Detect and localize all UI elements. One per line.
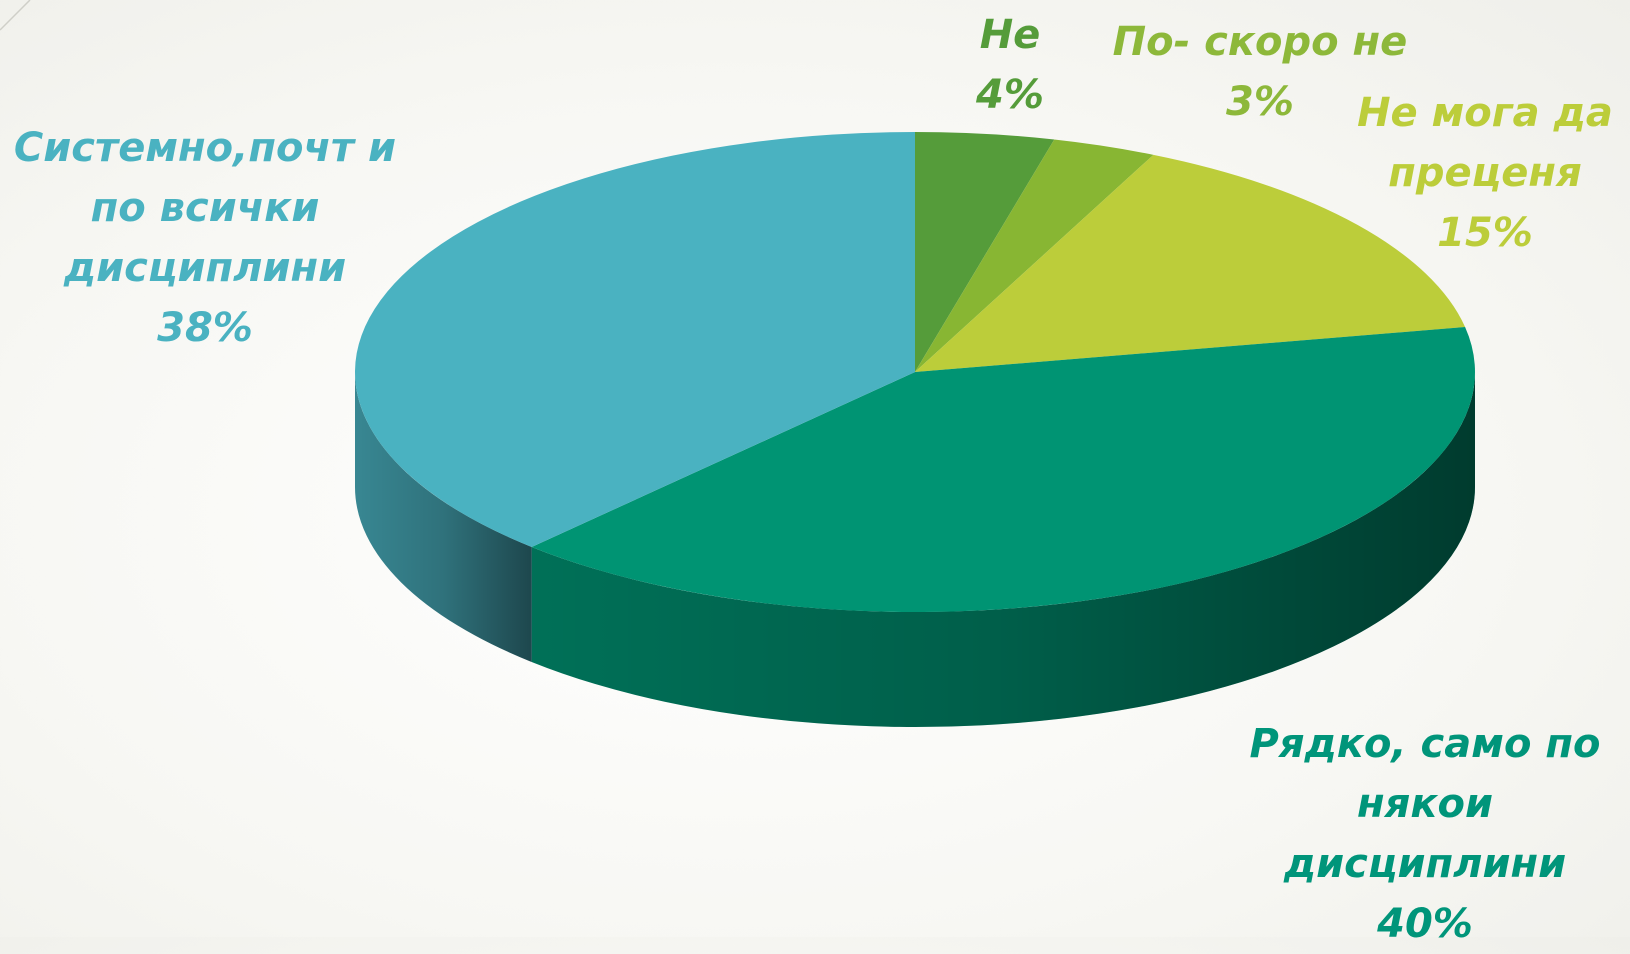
value-label: 38%	[157, 305, 253, 351]
slice-label: Не мога да преценя 15%	[1335, 83, 1630, 263]
category-label: Не мога да преценя	[1357, 90, 1613, 196]
slice	[915, 132, 1055, 372]
value-label: 3%	[1226, 79, 1294, 125]
slice-side-shade	[531, 372, 1475, 727]
slice	[915, 154, 1466, 372]
slice	[355, 132, 915, 547]
slice-label: Рядко, само по някои дисциплини 40%	[1225, 714, 1625, 954]
category-label: Не	[979, 12, 1041, 58]
slice-label: Системно,почт и по всички дисциплини 38%	[10, 118, 400, 358]
slice	[915, 139, 1154, 372]
category-label: По- скоро не	[1112, 19, 1408, 65]
slice-side-shade	[355, 372, 532, 662]
corner-line	[0, 0, 31, 31]
value-label: 15%	[1437, 210, 1533, 256]
category-label: Рядко, само по някои дисциплини	[1249, 721, 1601, 887]
value-label: 4%	[976, 72, 1044, 118]
slice-label: По- скоро не 3%	[1080, 12, 1440, 132]
category-label: Системно,почт и по всички дисциплини	[13, 125, 397, 291]
slice	[531, 327, 1475, 612]
value-label: 40%	[1377, 901, 1473, 947]
slice-label: Не 4%	[900, 5, 1120, 125]
